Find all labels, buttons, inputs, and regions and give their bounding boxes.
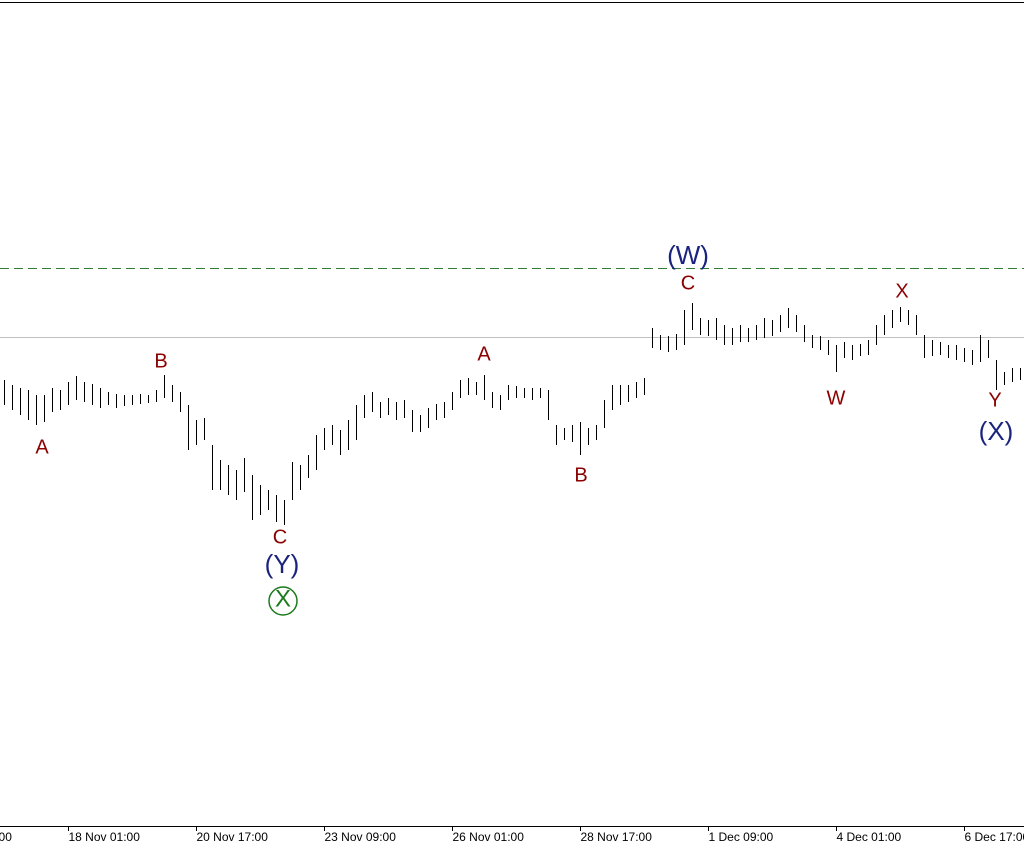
wave-label: (W) — [667, 240, 709, 270]
wave-label: A — [477, 343, 491, 365]
wave-label: (Y) — [265, 549, 300, 579]
x-tick-label: 15 Nov 09:00 — [0, 830, 12, 844]
wave-label: (X) — [979, 416, 1014, 446]
x-tick-label: 28 Nov 17:00 — [581, 830, 653, 844]
wave-label: A — [35, 436, 49, 458]
x-tick-label: 26 Nov 01:00 — [453, 830, 525, 844]
wave-label: B — [574, 464, 587, 486]
wave-label: X — [275, 585, 291, 612]
x-tick-label: 1 Dec 09:00 — [709, 830, 774, 844]
wave-label: C — [273, 526, 287, 548]
wave-label: Y — [988, 389, 1001, 411]
x-tick-label: 6 Dec 17:00 — [965, 830, 1024, 844]
wave-label: W — [827, 387, 846, 409]
x-tick-label: 4 Dec 01:00 — [837, 830, 902, 844]
x-tick-label: 23 Nov 09:00 — [325, 830, 397, 844]
wave-circle — [268, 586, 298, 616]
x-tick-label: 18 Nov 01:00 — [69, 830, 141, 844]
wave-label: C — [681, 272, 695, 294]
x-tick-label: 20 Nov 17:00 — [197, 830, 269, 844]
wave-label: X — [895, 280, 908, 302]
wave-label: B — [154, 350, 167, 372]
